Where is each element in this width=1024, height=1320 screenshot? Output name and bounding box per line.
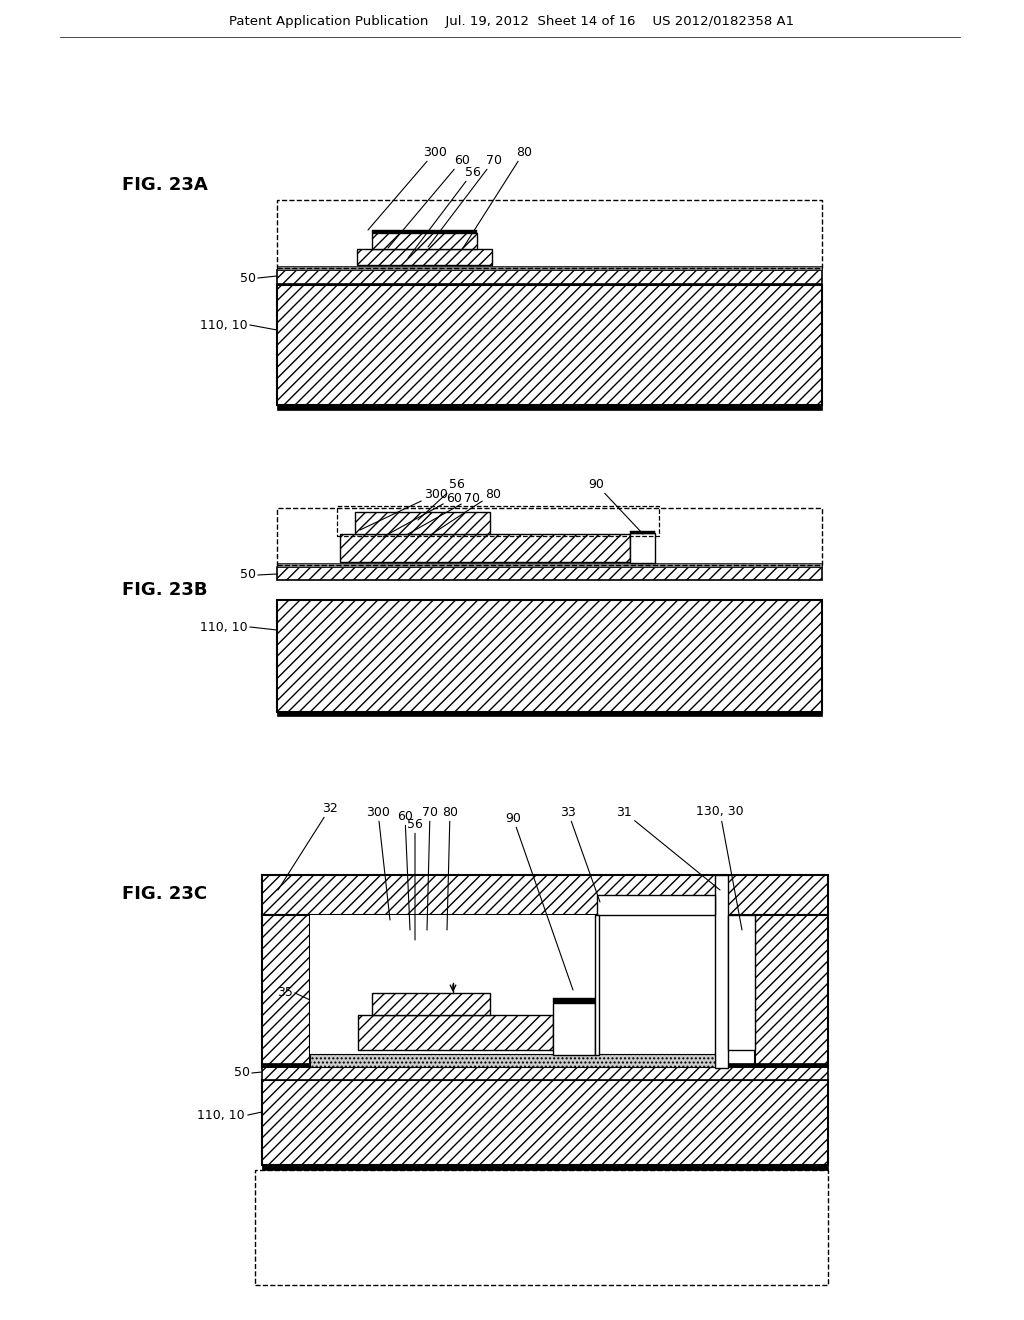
Text: 80: 80 — [442, 805, 458, 931]
Text: 32: 32 — [278, 801, 338, 890]
Bar — [262, 1067, 828, 1080]
Bar — [278, 601, 822, 711]
Bar — [262, 915, 310, 1068]
Text: 300: 300 — [368, 145, 446, 230]
Bar — [340, 535, 630, 562]
Text: 70: 70 — [408, 491, 480, 535]
Text: Patent Application Publication    Jul. 19, 2012  Sheet 14 of 16    US 2012/01823: Patent Application Publication Jul. 19, … — [229, 16, 795, 29]
Bar — [355, 512, 490, 535]
Bar — [278, 404, 822, 411]
Text: 35: 35 — [278, 986, 293, 999]
Bar — [755, 915, 828, 1068]
Text: 33: 33 — [560, 805, 600, 902]
Text: 31: 31 — [616, 805, 720, 890]
Text: 300: 300 — [366, 805, 390, 920]
Text: 56: 56 — [418, 478, 465, 520]
Bar — [595, 915, 599, 1055]
Text: 60: 60 — [388, 153, 470, 248]
Text: 300: 300 — [360, 487, 447, 531]
Bar — [310, 915, 715, 1053]
Bar — [372, 234, 477, 249]
Text: 60: 60 — [397, 809, 413, 931]
Bar — [630, 533, 655, 564]
Bar — [372, 993, 490, 1015]
Text: 70: 70 — [422, 805, 438, 931]
Bar — [372, 230, 477, 234]
Bar — [278, 508, 822, 565]
Text: 90: 90 — [505, 812, 573, 990]
Bar — [278, 564, 822, 568]
Bar — [715, 875, 728, 1068]
Text: 60: 60 — [383, 491, 462, 537]
Bar — [278, 271, 822, 284]
Bar — [553, 1003, 595, 1055]
Text: 70: 70 — [428, 153, 502, 247]
Bar — [255, 1170, 828, 1284]
Bar — [728, 915, 755, 1049]
Bar — [262, 1063, 828, 1067]
Text: 50: 50 — [234, 1067, 250, 1080]
Bar — [553, 998, 595, 1003]
Text: 50: 50 — [240, 569, 256, 582]
Text: 90: 90 — [588, 478, 643, 535]
Bar — [262, 875, 828, 915]
Bar — [278, 285, 822, 405]
Text: 56: 56 — [408, 817, 423, 940]
Text: 130, 30: 130, 30 — [696, 805, 743, 931]
Text: FIG. 23C: FIG. 23C — [123, 884, 208, 903]
Bar — [358, 1015, 553, 1049]
Text: 110, 10: 110, 10 — [201, 318, 248, 331]
Bar — [337, 506, 659, 536]
Bar — [310, 1053, 715, 1067]
Bar — [278, 267, 822, 271]
Bar — [597, 895, 715, 915]
Text: 80: 80 — [432, 487, 501, 535]
Bar — [278, 201, 822, 268]
Text: 56: 56 — [408, 165, 481, 257]
Bar — [278, 711, 822, 715]
Text: FIG. 23B: FIG. 23B — [122, 581, 208, 599]
Text: 110, 10: 110, 10 — [198, 1109, 245, 1122]
Bar — [278, 568, 822, 579]
Bar — [262, 1164, 828, 1170]
Text: 80: 80 — [463, 145, 532, 248]
Bar — [262, 1080, 828, 1166]
Bar — [630, 531, 655, 535]
Text: 110, 10: 110, 10 — [201, 620, 248, 634]
Text: FIG. 23A: FIG. 23A — [122, 176, 208, 194]
Text: 50: 50 — [240, 272, 256, 285]
Bar — [357, 249, 492, 265]
